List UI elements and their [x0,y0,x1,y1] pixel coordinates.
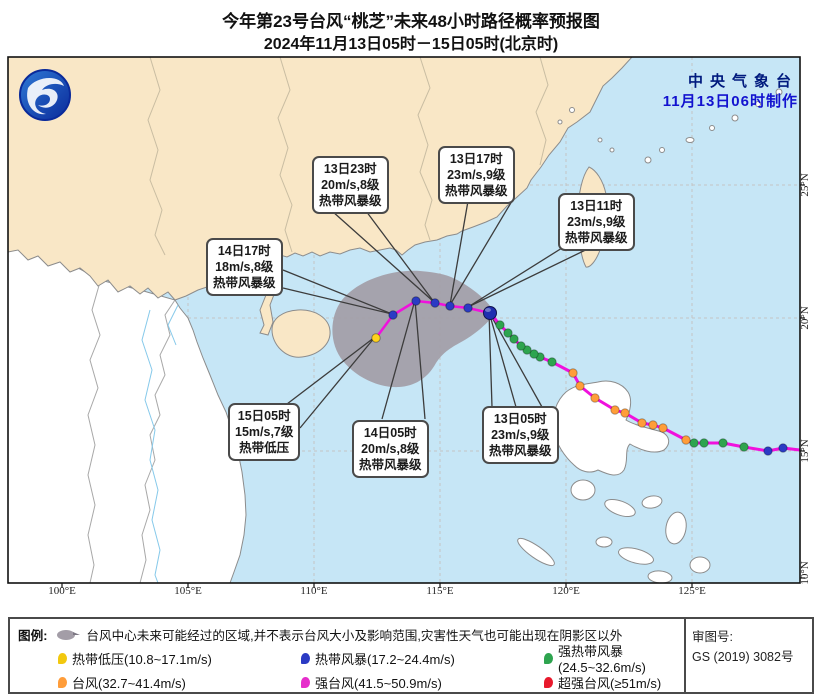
land-hainan [271,309,331,358]
land-indochina [8,239,247,583]
track-points-forecast [371,296,473,343]
issue-time: 11月13日06时制作 [662,93,798,110]
legend-item-label: 热带风暴(17.2~24.4m/s) [315,651,455,667]
country-borders [87,281,176,583]
lat-label-25n: 25°N [799,173,811,197]
small-islands [557,88,783,164]
lon-label-125e: 125°E [678,585,706,597]
legend-item-ts: 热带风暴(17.2~24.4m/s) [301,646,544,670]
issuer-agency: 中央气象台 [687,73,798,90]
ts-dot-icon [301,652,310,664]
lat-label-15n: 15°N [799,439,811,463]
axis-ticks [61,184,805,588]
label-intensity: 热带低压 [239,441,290,455]
lon-label-120e: 120°E [552,585,580,597]
label-wind: 23m/s,9级 [491,428,550,442]
map-approval-box: 审图号: GS (2019) 3082号 [684,619,812,692]
label-wind: 20m/s,8级 [321,178,380,192]
label-intensity: 热带风暴级 [359,458,422,472]
legend-caption: 图例: [18,629,48,643]
land-philippines [517,380,711,583]
track-points-past [495,320,788,456]
legend-main: 图例: 台风中心未来可能经过的区域,并不表示台风大小及影响范围,灾害性天气也可能… [10,619,684,692]
label-wind: 23m/s,9级 [567,215,626,229]
forecast-label-13d17h: 13日17时 23m/s,9级 热带风暴级 [438,146,515,204]
lon-label-110e: 110°E [300,585,328,597]
label-time: 13日23时 [323,162,377,176]
legend-item-ty: 台风(32.7~41.4m/s) [58,670,301,694]
superty-dot-icon [544,676,553,688]
forecast-label-13d05h: 13日05时 23m/s,9级 热带风暴级 [482,406,559,464]
lon-label-100e: 100°E [48,585,76,597]
label-time: 15日05时 [237,409,291,423]
label-wind: 18m/s,8级 [215,260,274,274]
legend-item-sty: 强台风(41.5~50.9m/s) [301,670,544,694]
lon-label-105e: 105°E [174,585,202,597]
td-dot-icon [58,652,67,664]
label-intensity: 热带风暴级 [565,231,628,245]
label-time: 13日17时 [449,152,503,166]
label-wind: 23m/s,9级 [447,168,506,182]
label-intensity: 热带风暴级 [319,194,382,208]
legend-area-note: 台风中心未来可能经过的区域,并不表示台风大小及影响范围,灾害性天气也可能出现在阴… [86,629,623,643]
label-intensity: 热带风暴级 [445,184,508,198]
issuer-credit: 中央气象台 11月13日06时制作 [663,72,798,112]
label-intensity: 热带风暴级 [489,444,552,458]
forecast-label-13d11h: 13日11时 23m/s,9级 热带风暴级 [558,193,635,251]
lat-label-10n: 10°N [799,561,811,585]
map-title: 今年第23号台风“桃芝”未来48小时路径概率预报图 [222,12,600,31]
label-intensity: 热带风暴级 [213,276,276,290]
sts-dot-icon [544,652,553,664]
forecast-label-14d05h: 14日05时 20m/s,8级 热带风暴级 [352,420,429,478]
ty-dot-icon [58,676,67,688]
legend-item-superty: 超强台风(≥51m/s) [544,670,678,694]
legend-item-sts: 强热带风暴(24.5~32.6m/s) [544,644,678,675]
legend: 图例: 台风中心未来可能经过的区域,并不表示台风大小及影响范围,灾害性天气也可能… [8,617,814,694]
label-time: 13日11时 [570,199,623,213]
uncertainty-area-icon [57,629,81,640]
lat-label-20n: 20°N [799,306,811,330]
map-number-label: 审图号: [692,630,733,644]
current-position-marker [483,306,497,320]
forecast-label-13d23h: 13日23时 20m/s,8级 热带风暴级 [312,156,389,214]
lon-label-115e: 115°E [426,585,454,597]
legend-item-td: 热带低压(10.8~17.1m/s) [58,646,301,670]
label-time: 14日17时 [217,244,271,258]
forecast-label-14d17h: 14日17时 18m/s,8级 热带风暴级 [206,238,283,296]
legend-item-label: 超强台风(≥51m/s) [558,675,662,691]
legend-item-label: 强台风(41.5~50.9m/s) [315,675,442,691]
label-wind: 20m/s,8级 [361,442,420,456]
map-frame [7,56,801,584]
cma-logo-icon [19,69,71,121]
label-time: 13日05时 [493,412,547,426]
map-subtitle: 2024年11月13日05时－15日05时(北京时) [263,36,559,53]
label-wind: 15m/s,7级 [235,425,294,439]
province-borders [147,57,549,256]
sty-dot-icon [301,676,310,688]
legend-item-label: 台风(32.7~41.4m/s) [72,675,186,691]
label-time: 14日05时 [363,426,417,440]
forecast-label-15d05h: 15日05时 15m/s,7级 热带低压 [228,403,301,461]
uncertainty-area [332,270,495,388]
legend-item-label: 热带低压(10.8~17.1m/s) [72,651,212,667]
legend-item-label: 强热带风暴(24.5~32.6m/s) [558,644,646,675]
map-number-value: GS (2019) 3082号 [692,650,794,664]
